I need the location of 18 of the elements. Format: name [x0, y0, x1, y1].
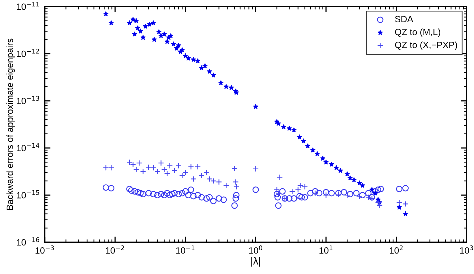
legend-label: QZ to (X,−PXP) [395, 42, 458, 50]
x-tick-label: 10$^{1}$ [320, 246, 333, 254]
x-tick-label: 10$^{−1}$ [176, 246, 195, 254]
x-axis-title: |λ| [252, 257, 260, 267]
y-axis-title: Backward errors of approximate eigenpairs [6, 38, 16, 210]
y-tick-label: 10$^{−15}$ [17, 190, 40, 199]
y-tick-label: 10$^{−11}$ [17, 2, 40, 10]
x-tick-label: 10$^{−3}$ [36, 246, 54, 254]
y-tick-label: 10$^{−13}$ [17, 96, 40, 104]
legend-label: SDA [395, 16, 414, 23]
x-tick-label: 10$^{3}$ [460, 246, 474, 254]
x-tick-label: 10$^{−2}$ [106, 246, 124, 254]
y-tick-label: 10$^{−12}$ [17, 49, 40, 58]
x-tick-label: 10$^{0}$ [249, 246, 262, 254]
legend-label: QZ to (M,L) [395, 28, 440, 38]
y-tick-label: 10$^{−14}$ [17, 143, 40, 152]
y-tick-label: 10$^{−16}$ [17, 238, 40, 246]
x-tick-label: 10$^{2}$ [390, 246, 403, 254]
